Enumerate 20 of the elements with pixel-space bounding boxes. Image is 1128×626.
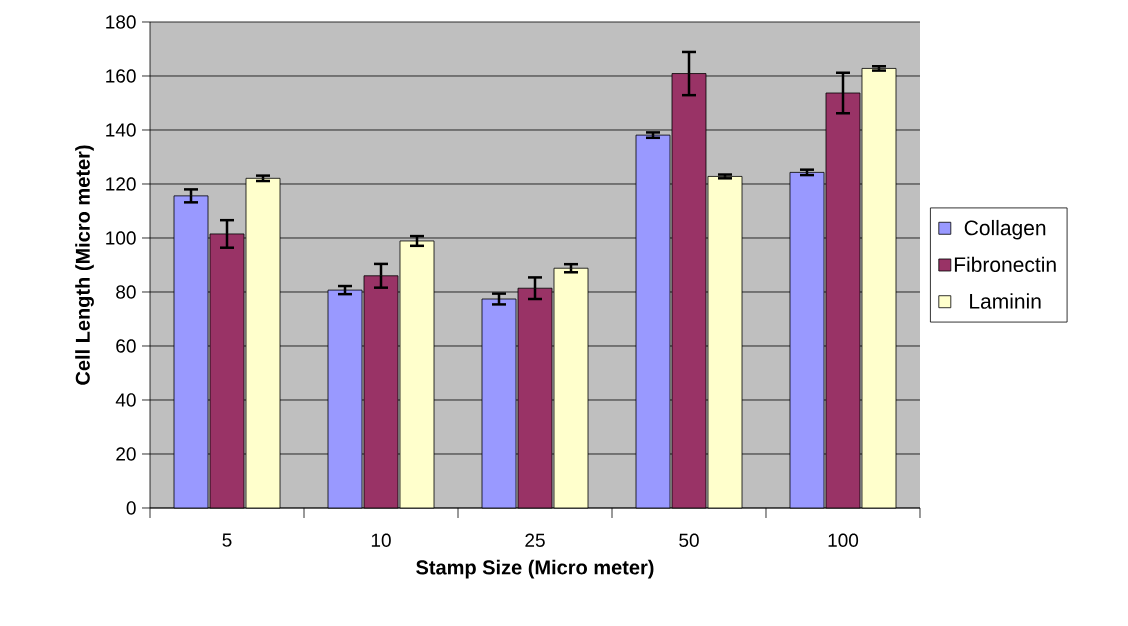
y-tick-label: 180 bbox=[106, 15, 136, 29]
legend-label: Laminin bbox=[970, 293, 1041, 309]
y-tick-label: 80 bbox=[116, 285, 136, 299]
y-axis-title: Cell Length (Micro meter) bbox=[75, 145, 94, 385]
legend-label: Fibronectin bbox=[954, 256, 1056, 273]
y-tick-label: 60 bbox=[116, 339, 136, 353]
x-tick-label: 5 bbox=[222, 533, 232, 547]
x-tick-label: 25 bbox=[525, 533, 545, 547]
y-tick-label: 140 bbox=[106, 123, 136, 137]
x-axis-title: Stamp Size (Micro meter) bbox=[416, 559, 654, 579]
y-tick-label: 40 bbox=[115, 393, 136, 407]
y-tick-label: 160 bbox=[106, 69, 136, 83]
y-tick-label: 100 bbox=[106, 231, 136, 245]
x-tick-label: 50 bbox=[679, 533, 699, 547]
y-tick-label: 20 bbox=[116, 447, 136, 461]
x-tick-label: 100 bbox=[828, 533, 859, 547]
y-tick-label: 0 bbox=[126, 501, 136, 515]
y-tick-label: 120 bbox=[106, 177, 136, 191]
x-tick-label: 10 bbox=[371, 533, 391, 547]
legend-label: Collagen bbox=[964, 219, 1046, 240]
